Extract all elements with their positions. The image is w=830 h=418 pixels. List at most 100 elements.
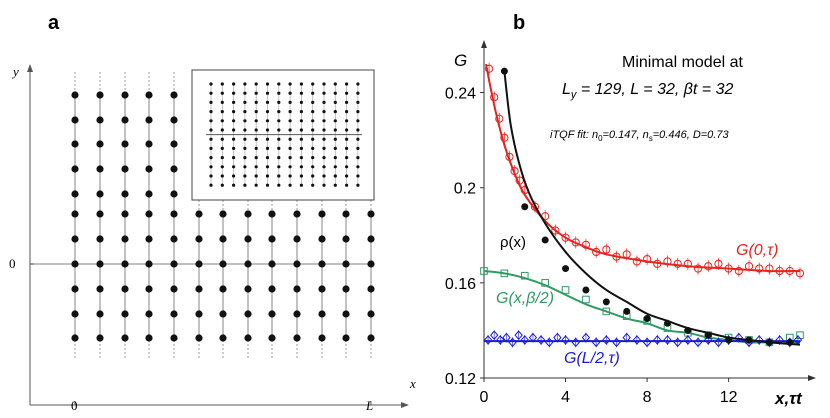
inset-site	[232, 119, 236, 123]
inset-site	[322, 82, 326, 86]
lattice-site	[195, 260, 203, 268]
y-tick-label: 0.16	[445, 276, 476, 293]
fit-curve-g0tau	[485, 63, 801, 273]
inset-site	[232, 183, 236, 187]
inset-site	[232, 146, 236, 150]
inset-site	[209, 183, 213, 187]
lattice-site	[293, 285, 301, 293]
inset-site	[254, 91, 258, 95]
lattice-site	[219, 260, 227, 268]
lattice-site	[170, 210, 178, 218]
lattice-site	[367, 210, 375, 218]
lattice-site	[121, 334, 129, 342]
inset-site	[333, 91, 337, 95]
lattice-site	[195, 210, 203, 218]
inset-site	[288, 156, 292, 160]
lattice-site	[145, 91, 153, 99]
inset-site	[254, 146, 258, 150]
x-tick-label: 4	[561, 389, 570, 406]
inset-site	[243, 146, 247, 150]
panel-a-inset-lattice	[206, 82, 362, 187]
lattice-site	[268, 210, 276, 218]
lattice-site	[170, 260, 178, 268]
lattice-site	[170, 140, 178, 148]
lattice-site	[96, 91, 104, 99]
lattice-site	[170, 190, 178, 198]
lattice-site	[121, 116, 129, 124]
lattice-site	[318, 310, 326, 318]
point-rho	[602, 298, 610, 306]
inset-site	[265, 156, 270, 160]
lattice-site	[96, 260, 104, 268]
inset-site	[356, 82, 360, 86]
lattice-site	[121, 260, 129, 268]
inset-site	[345, 128, 349, 132]
lattice-site	[121, 140, 129, 148]
inset-site	[311, 91, 315, 95]
lattice-site	[293, 310, 301, 318]
inset-site	[288, 137, 292, 141]
lattice-site	[244, 260, 252, 268]
panel-a-x-tick-label-L: L	[365, 398, 373, 413]
inset-site	[322, 146, 326, 150]
inset-site	[356, 100, 360, 104]
inset-site	[333, 119, 337, 123]
inset-site	[209, 128, 213, 132]
inset-site	[243, 128, 247, 132]
inset-site	[333, 100, 337, 104]
lattice-site	[145, 210, 153, 218]
inset-site	[311, 137, 315, 141]
inset-site	[277, 91, 281, 95]
lattice-site	[96, 190, 104, 198]
lattice-site	[121, 310, 129, 318]
inset-site	[277, 183, 281, 187]
inset-site	[333, 156, 337, 160]
lattice-site	[219, 285, 227, 293]
inset-site	[232, 82, 236, 86]
inset-site	[311, 82, 315, 86]
point-rho	[582, 286, 590, 294]
inset-site	[232, 137, 236, 141]
lattice-site	[293, 210, 301, 218]
panel-b-title-line2: Ly = 129, L = 32, βt = 32	[562, 81, 733, 101]
inset-site	[232, 128, 236, 132]
inset-site	[243, 91, 247, 95]
panel-b-y-axis-title: G	[454, 51, 467, 70]
series-label-gxbeta: G(x,β/2)	[496, 290, 554, 307]
panel-b-chart: 0.12 0.16 0.2 0.24 0 4 8 12	[445, 40, 816, 406]
inset-site	[209, 119, 213, 123]
inset-site	[277, 146, 281, 150]
inset-site	[254, 100, 258, 104]
inset-site	[277, 165, 281, 169]
inset-site	[311, 165, 315, 169]
inset-site	[243, 156, 247, 160]
inset-site	[356, 183, 360, 187]
lattice-site	[121, 91, 129, 99]
inset-site	[322, 165, 326, 169]
inset-site	[356, 110, 360, 114]
panel-a-y-arrow	[27, 64, 33, 72]
inset-site	[243, 82, 247, 86]
inset-site	[322, 119, 326, 123]
inset-site	[288, 146, 292, 150]
x-tick-label: 12	[720, 389, 738, 406]
lattice-site	[96, 116, 104, 124]
inset-site	[232, 110, 236, 114]
lattice-site	[96, 140, 104, 148]
point-gxbeta	[561, 286, 570, 294]
point-rho	[623, 307, 631, 315]
inset-site	[232, 91, 236, 95]
inset-site	[277, 119, 281, 123]
lattice-site	[145, 310, 153, 318]
inset-site	[265, 137, 270, 141]
inset-site	[311, 110, 315, 114]
inset-site	[356, 119, 360, 123]
inset-site	[265, 174, 270, 178]
inset-site	[288, 110, 292, 114]
panel-b-x-arrow	[808, 375, 816, 381]
x-tick-label: 8	[643, 389, 652, 406]
inset-site	[356, 174, 360, 178]
inset-site	[322, 156, 326, 160]
lattice-site	[219, 310, 227, 318]
lattice-site	[170, 334, 178, 342]
